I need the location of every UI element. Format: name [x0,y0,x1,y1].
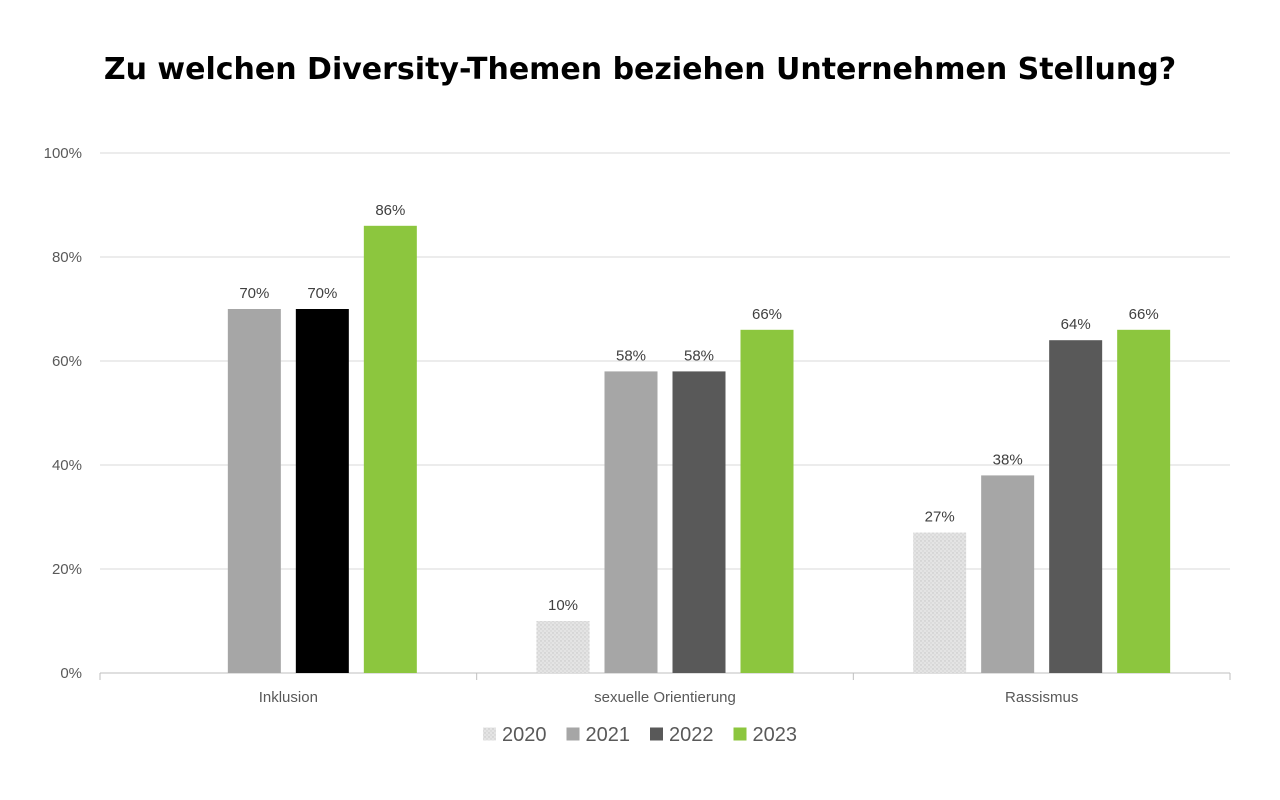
labels: 0% 20% 40% 60% 80% 100% Inklusion sexuelle Orie… [44,145,1159,706]
bar-sexuelle-orientierung-2021 [604,371,658,673]
bar-sexuelle-orientierung-2022 [672,371,726,673]
bar-rassismus-2021 [981,475,1035,673]
category-label-rassismus: Rassismus [1005,689,1078,706]
data-label-inklusion-2023: 86% [375,202,405,219]
data-label-rassismus-2021: 38% [993,451,1023,468]
bar-inklusion-2021 [227,309,281,673]
legend-label-2022: 2022 [669,724,714,746]
chart-title: Zu welchen Diversity-Themen beziehen Unt… [103,52,1177,87]
y-tick-label: 20% [52,561,82,578]
bar-rassismus-2023 [1117,329,1171,673]
data-label-rassismus-2022: 64% [1061,316,1091,333]
data-label-rassismus-2020: 27% [925,509,955,526]
y-tick-label: 40% [52,457,82,474]
y-tick-label: 60% [52,353,82,370]
bar-sexuelle-orientierung-2020 [536,621,590,673]
legend-label-2021: 2021 [586,724,631,746]
data-label-sexuelle-orientierung-2022: 58% [684,347,714,364]
bar-inklusion-2023 [363,225,417,674]
gridlines [99,152,1231,680]
data-label-sexuelle-orientierung-2023: 66% [752,306,782,323]
bars [227,225,1171,674]
data-label-sexuelle-orientierung-2020: 10% [548,597,578,614]
y-tick-label: 100% [44,145,82,162]
legend-swatch-2020 [483,727,496,741]
bar-rassismus-2022 [1049,340,1103,673]
data-label-rassismus-2023: 66% [1129,306,1159,323]
bar-inklusion-2022 [295,309,349,673]
y-tick-label: 80% [52,249,82,266]
data-label-inklusion-2021: 70% [239,285,269,302]
bar-rassismus-2020 [913,532,967,673]
data-label-inklusion-2022: 70% [307,285,337,302]
category-label-inklusion: Inklusion [259,689,318,706]
legend-swatch-2022 [650,727,663,741]
data-label-sexuelle-orientierung-2021: 58% [616,347,646,364]
legend-swatch-2023 [733,727,747,741]
bar-sexuelle-orientierung-2023 [740,329,794,673]
y-tick-label: 0% [60,665,82,682]
legend-label-2023: 2023 [753,724,798,746]
legend-swatch-2021 [566,727,580,741]
legend-label-2020: 2020 [502,724,547,746]
category-label-sexuelle-orientierung: sexuelle Orientierung [594,689,736,706]
legend: 2020 2021 2022 2023 [483,724,797,746]
